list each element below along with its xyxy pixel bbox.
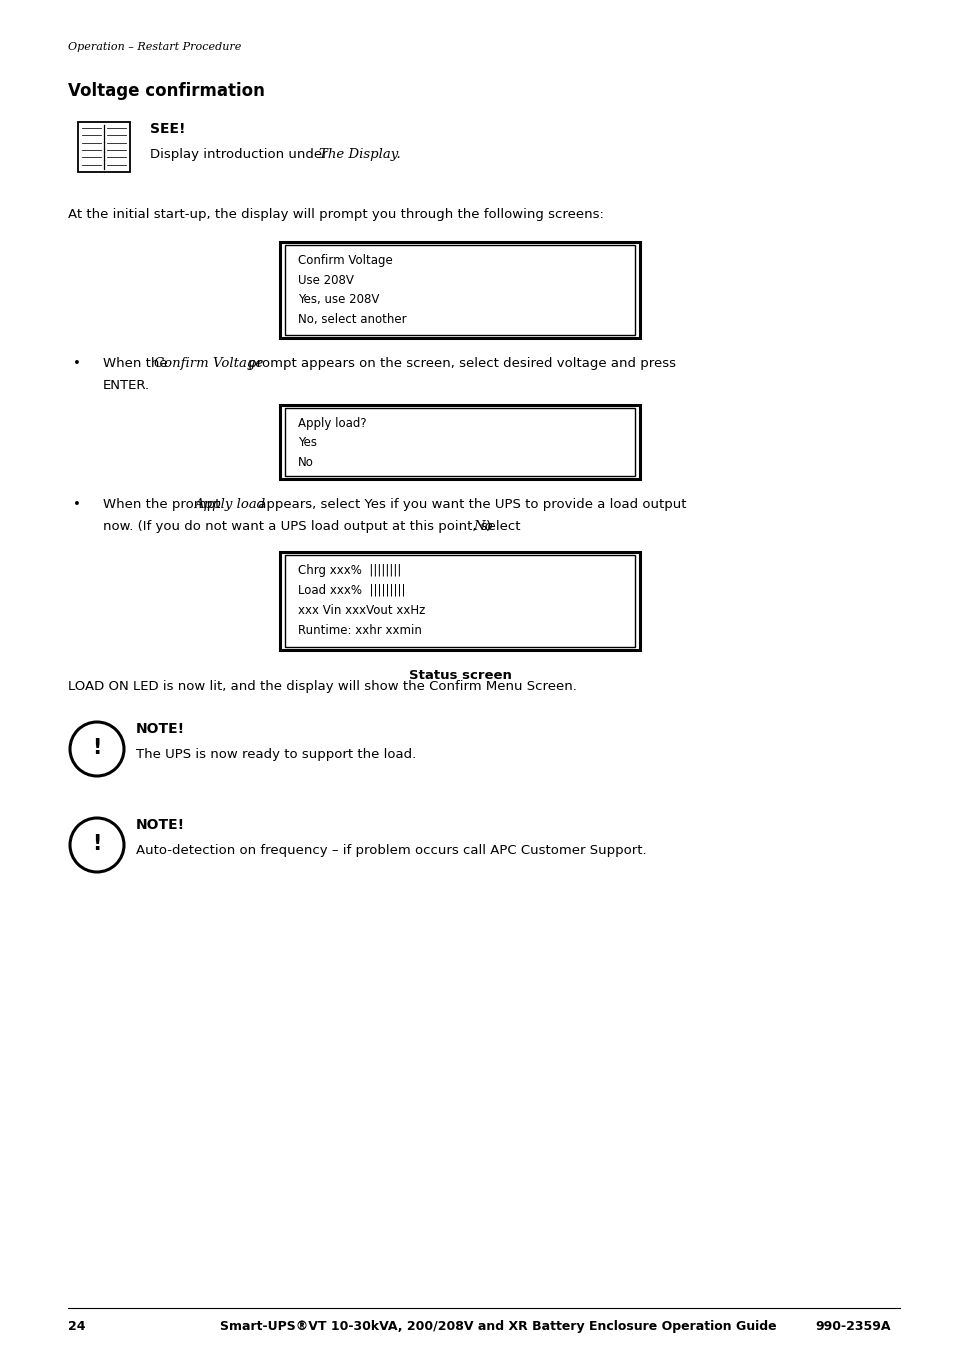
Text: prompt appears on the screen, select desired voltage and press: prompt appears on the screen, select des…: [244, 357, 676, 370]
Text: The UPS is now ready to support the load.: The UPS is now ready to support the load…: [136, 748, 416, 761]
FancyBboxPatch shape: [285, 555, 635, 647]
Text: NOTE!: NOTE!: [136, 721, 185, 736]
Text: 990-2359A: 990-2359A: [814, 1320, 889, 1333]
Text: Display introduction under: Display introduction under: [150, 149, 332, 161]
Text: When the prompt: When the prompt: [103, 499, 224, 511]
Text: No: No: [297, 457, 314, 469]
FancyBboxPatch shape: [285, 408, 635, 476]
Text: Voltage confirmation: Voltage confirmation: [68, 82, 265, 100]
Text: Load xxx%  |||||||||: Load xxx% |||||||||: [297, 584, 405, 597]
Text: SEE!: SEE!: [150, 122, 185, 136]
Text: Apply load: Apply load: [194, 499, 265, 511]
Text: 24: 24: [68, 1320, 86, 1333]
Text: •: •: [73, 357, 81, 370]
Text: Confirm Voltage: Confirm Voltage: [297, 254, 393, 267]
Text: Auto-detection on frequency – if problem occurs call APC Customer Support.: Auto-detection on frequency – if problem…: [136, 844, 646, 857]
Text: Runtime: xxhr xxmin: Runtime: xxhr xxmin: [297, 624, 421, 638]
Text: ENTER.: ENTER.: [103, 380, 150, 392]
Text: ).: ).: [485, 520, 495, 534]
Text: Use 208V: Use 208V: [297, 273, 354, 286]
Text: •: •: [73, 499, 81, 511]
Text: Confirm Voltage: Confirm Voltage: [154, 357, 263, 370]
Text: appears, select Yes if you want the UPS to provide a load output: appears, select Yes if you want the UPS …: [253, 499, 686, 511]
FancyBboxPatch shape: [280, 405, 639, 480]
Text: xxx Vin xxxVout xxHz: xxx Vin xxxVout xxHz: [297, 604, 425, 617]
Text: LOAD ON LED is now lit, and the display will show the Confirm Menu Screen.: LOAD ON LED is now lit, and the display …: [68, 680, 577, 693]
Text: !: !: [92, 739, 102, 758]
FancyBboxPatch shape: [280, 553, 639, 650]
Text: NOTE!: NOTE!: [136, 817, 185, 832]
Text: Status screen: Status screen: [408, 669, 511, 682]
FancyBboxPatch shape: [280, 242, 639, 338]
FancyBboxPatch shape: [78, 122, 130, 172]
Text: Smart-UPS®VT 10-30kVA, 200/208V and XR Battery Enclosure Operation Guide: Smart-UPS®VT 10-30kVA, 200/208V and XR B…: [220, 1320, 776, 1333]
Text: Yes, use 208V: Yes, use 208V: [297, 293, 379, 305]
Text: No: No: [473, 520, 493, 534]
Text: !: !: [92, 835, 102, 854]
Text: Yes: Yes: [297, 436, 316, 450]
Text: When the: When the: [103, 357, 172, 370]
Text: now. (If you do not want a UPS load output at this point, select: now. (If you do not want a UPS load outp…: [103, 520, 524, 534]
FancyBboxPatch shape: [285, 245, 635, 335]
Text: The Display.: The Display.: [318, 149, 400, 161]
Text: Operation – Restart Procedure: Operation – Restart Procedure: [68, 42, 241, 51]
Text: Chrg xxx%  ||||||||: Chrg xxx% ||||||||: [297, 563, 401, 577]
Text: At the initial start-up, the display will prompt you through the following scree: At the initial start-up, the display wil…: [68, 208, 603, 222]
Text: No, select another: No, select another: [297, 312, 406, 326]
Text: Apply load?: Apply load?: [297, 417, 366, 430]
